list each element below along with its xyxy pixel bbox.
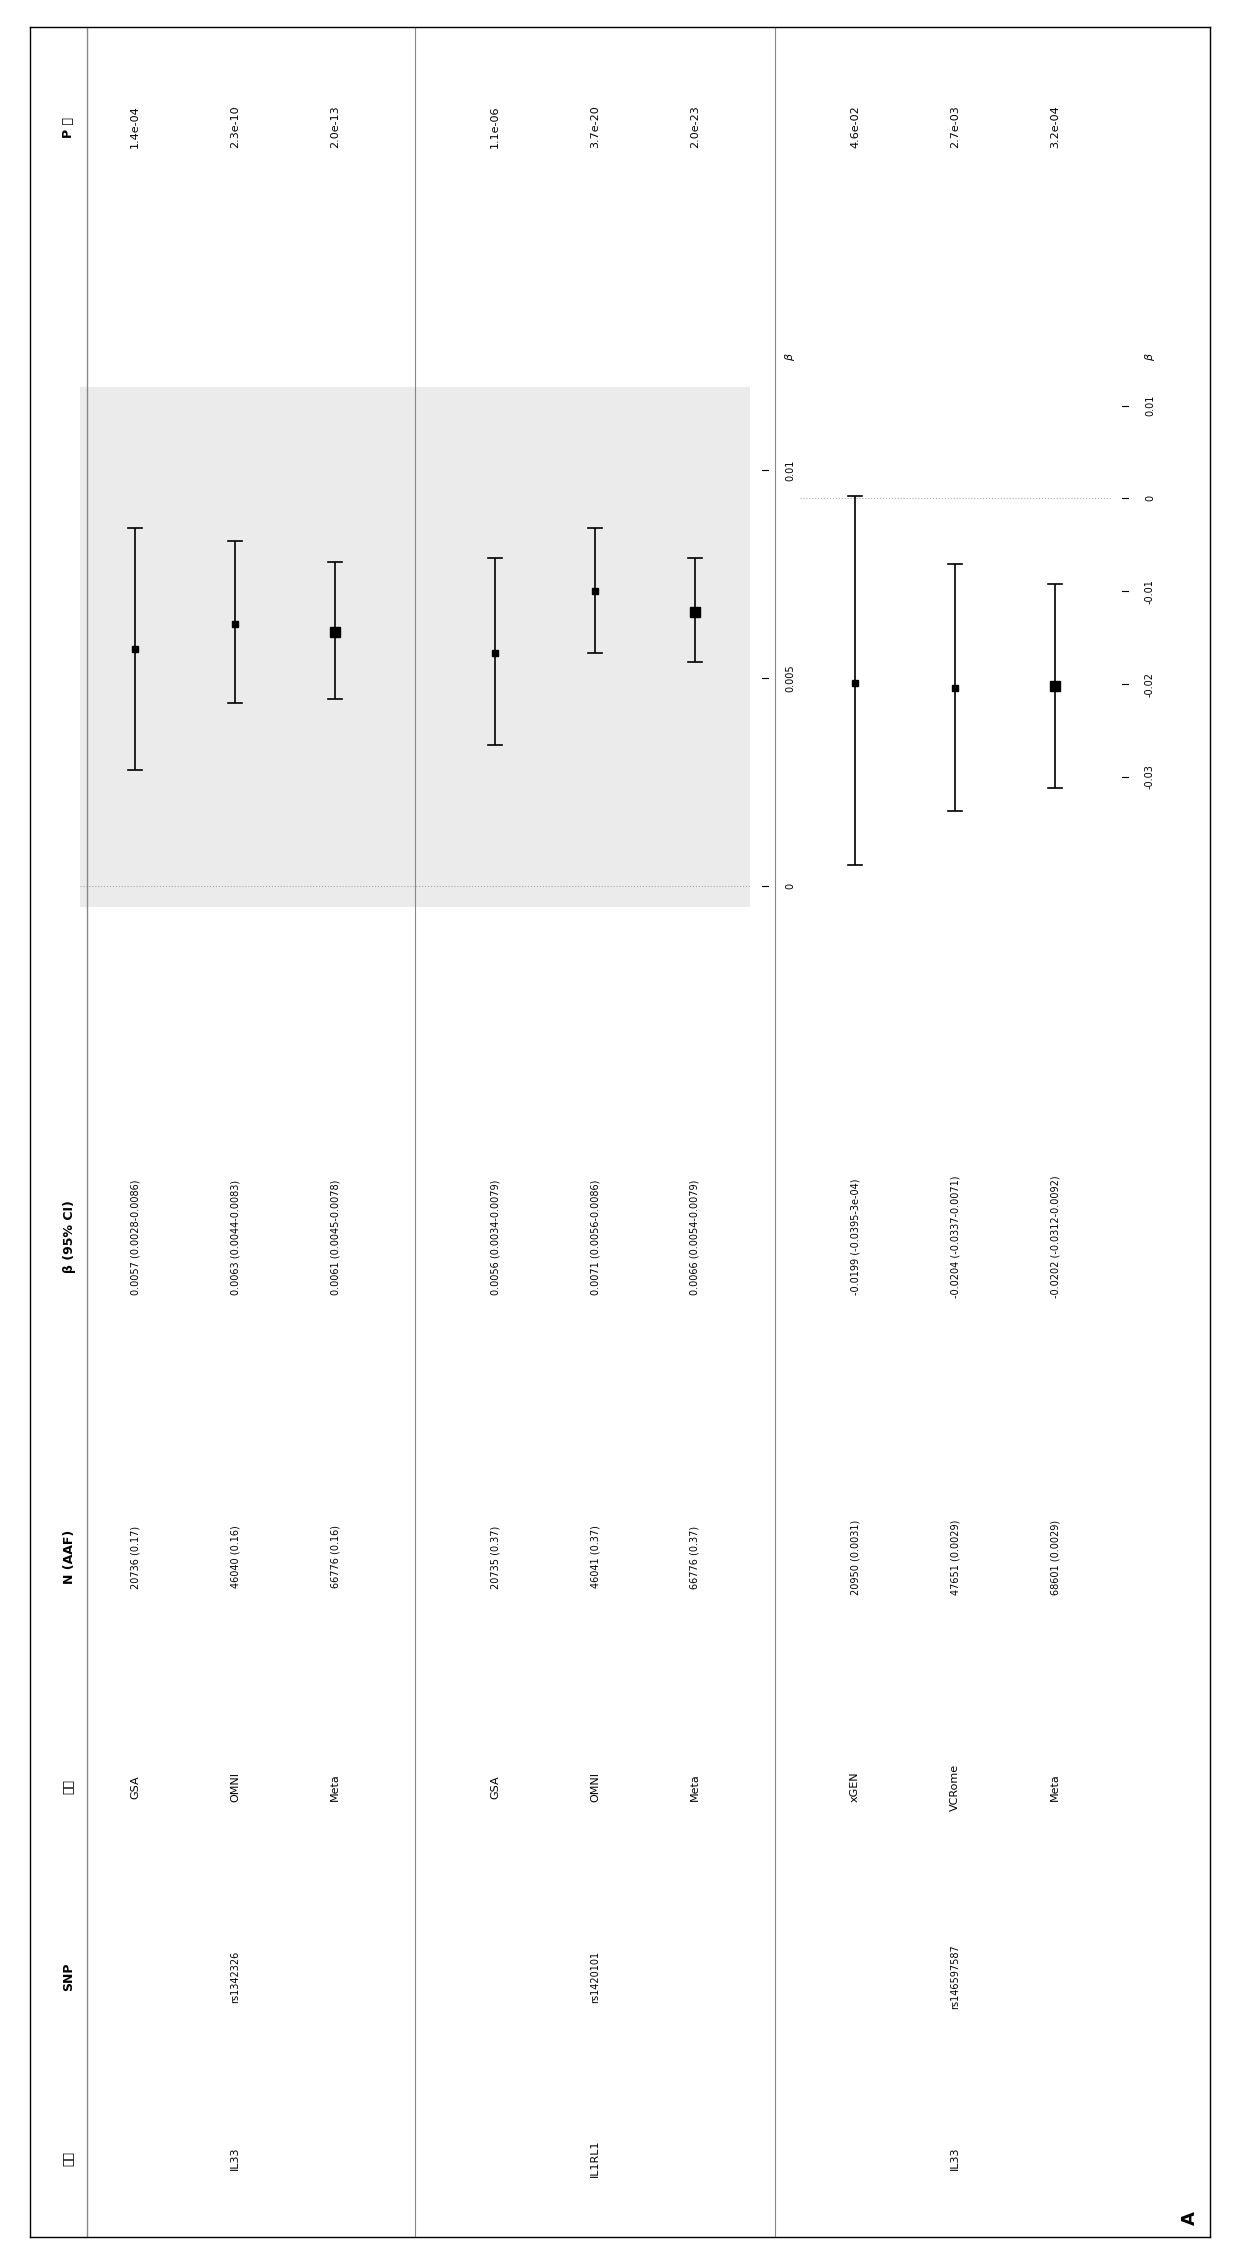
Text: β: β [785, 354, 795, 361]
Text: 0.01: 0.01 [785, 460, 795, 481]
Text: GSA: GSA [490, 1776, 500, 1799]
Text: 4.6e-02: 4.6e-02 [849, 106, 861, 149]
Text: 66776 (0.16): 66776 (0.16) [330, 1526, 340, 1589]
Text: β: β [1145, 354, 1154, 361]
Text: Meta: Meta [330, 1774, 340, 1801]
Text: 2.0e-13: 2.0e-13 [330, 106, 340, 149]
Text: 2.3e-10: 2.3e-10 [229, 106, 241, 149]
Text: 66776 (0.37): 66776 (0.37) [689, 1526, 701, 1589]
Text: 20735 (0.37): 20735 (0.37) [490, 1526, 500, 1589]
Text: 47651 (0.0029): 47651 (0.0029) [950, 1519, 960, 1596]
Text: IL1RL1: IL1RL1 [590, 2140, 600, 2176]
Text: -0.0199 (-0.0395-3e-04): -0.0199 (-0.0395-3e-04) [849, 1178, 861, 1296]
Text: GSA: GSA [130, 1776, 140, 1799]
Text: -0.03: -0.03 [1145, 765, 1154, 790]
Text: OMNI: OMNI [590, 1772, 600, 1801]
Text: 0.0063 (0.0044-0.0083): 0.0063 (0.0044-0.0083) [229, 1180, 241, 1296]
Text: IL33: IL33 [950, 2146, 960, 2169]
Text: N (AAF): N (AAF) [62, 1530, 76, 1584]
Text: 68601 (0.0029): 68601 (0.0029) [1050, 1519, 1060, 1593]
Text: 46041 (0.37): 46041 (0.37) [590, 1526, 600, 1589]
Text: 2.0e-23: 2.0e-23 [689, 106, 701, 149]
Text: 基因: 基因 [62, 2151, 76, 2164]
Text: 3.7e-20: 3.7e-20 [590, 106, 600, 149]
Text: 0.0071 (0.0056-0.0086): 0.0071 (0.0056-0.0086) [590, 1180, 600, 1296]
Text: 0.0057 (0.0028-0.0086): 0.0057 (0.0028-0.0086) [130, 1178, 140, 1296]
Text: 0: 0 [785, 882, 795, 889]
Text: rs146597587: rs146597587 [950, 1946, 960, 2009]
Text: 分组: 分组 [62, 1779, 76, 1794]
Text: 1.1e-06: 1.1e-06 [490, 106, 500, 149]
Text: VCRome: VCRome [950, 1763, 960, 1810]
Text: 0.01: 0.01 [1145, 395, 1154, 415]
Text: rs1342326: rs1342326 [229, 1950, 241, 2004]
Text: 46040 (0.16): 46040 (0.16) [229, 1526, 241, 1589]
Text: 20950 (0.0031): 20950 (0.0031) [849, 1519, 861, 1596]
Text: SNP: SNP [62, 1964, 76, 1991]
Text: A: A [1180, 2212, 1199, 2225]
Text: xGEN: xGEN [849, 1772, 861, 1803]
Text: 1.4e-04: 1.4e-04 [130, 106, 140, 149]
Text: -0.0204 (-0.0337-0.0071): -0.0204 (-0.0337-0.0071) [950, 1176, 960, 1298]
Text: Meta: Meta [1050, 1774, 1060, 1801]
Text: -0.01: -0.01 [1145, 578, 1154, 603]
Text: IL33: IL33 [229, 2146, 241, 2169]
Text: Meta: Meta [689, 1774, 701, 1801]
Text: rs1420101: rs1420101 [590, 1950, 600, 2002]
Text: 0: 0 [1145, 494, 1154, 501]
Text: 0.0066 (0.0054-0.0079): 0.0066 (0.0054-0.0079) [689, 1180, 701, 1296]
Text: 0.0056 (0.0034-0.0079): 0.0056 (0.0034-0.0079) [490, 1180, 500, 1296]
Text: β (95% CI): β (95% CI) [62, 1201, 76, 1273]
Text: P 値: P 値 [62, 117, 76, 138]
Text: 20736 (0.17): 20736 (0.17) [130, 1526, 140, 1589]
Text: -0.0202 (-0.0312-0.0092): -0.0202 (-0.0312-0.0092) [1050, 1176, 1060, 1298]
Text: 2.7e-03: 2.7e-03 [950, 106, 960, 149]
Text: OMNI: OMNI [229, 1772, 241, 1801]
Text: 0.0061 (0.0045-0.0078): 0.0061 (0.0045-0.0078) [330, 1180, 340, 1296]
Text: -0.02: -0.02 [1145, 673, 1154, 697]
Text: 0.005: 0.005 [785, 664, 795, 693]
Polygon shape [81, 386, 750, 907]
Text: 3.2e-04: 3.2e-04 [1050, 106, 1060, 149]
